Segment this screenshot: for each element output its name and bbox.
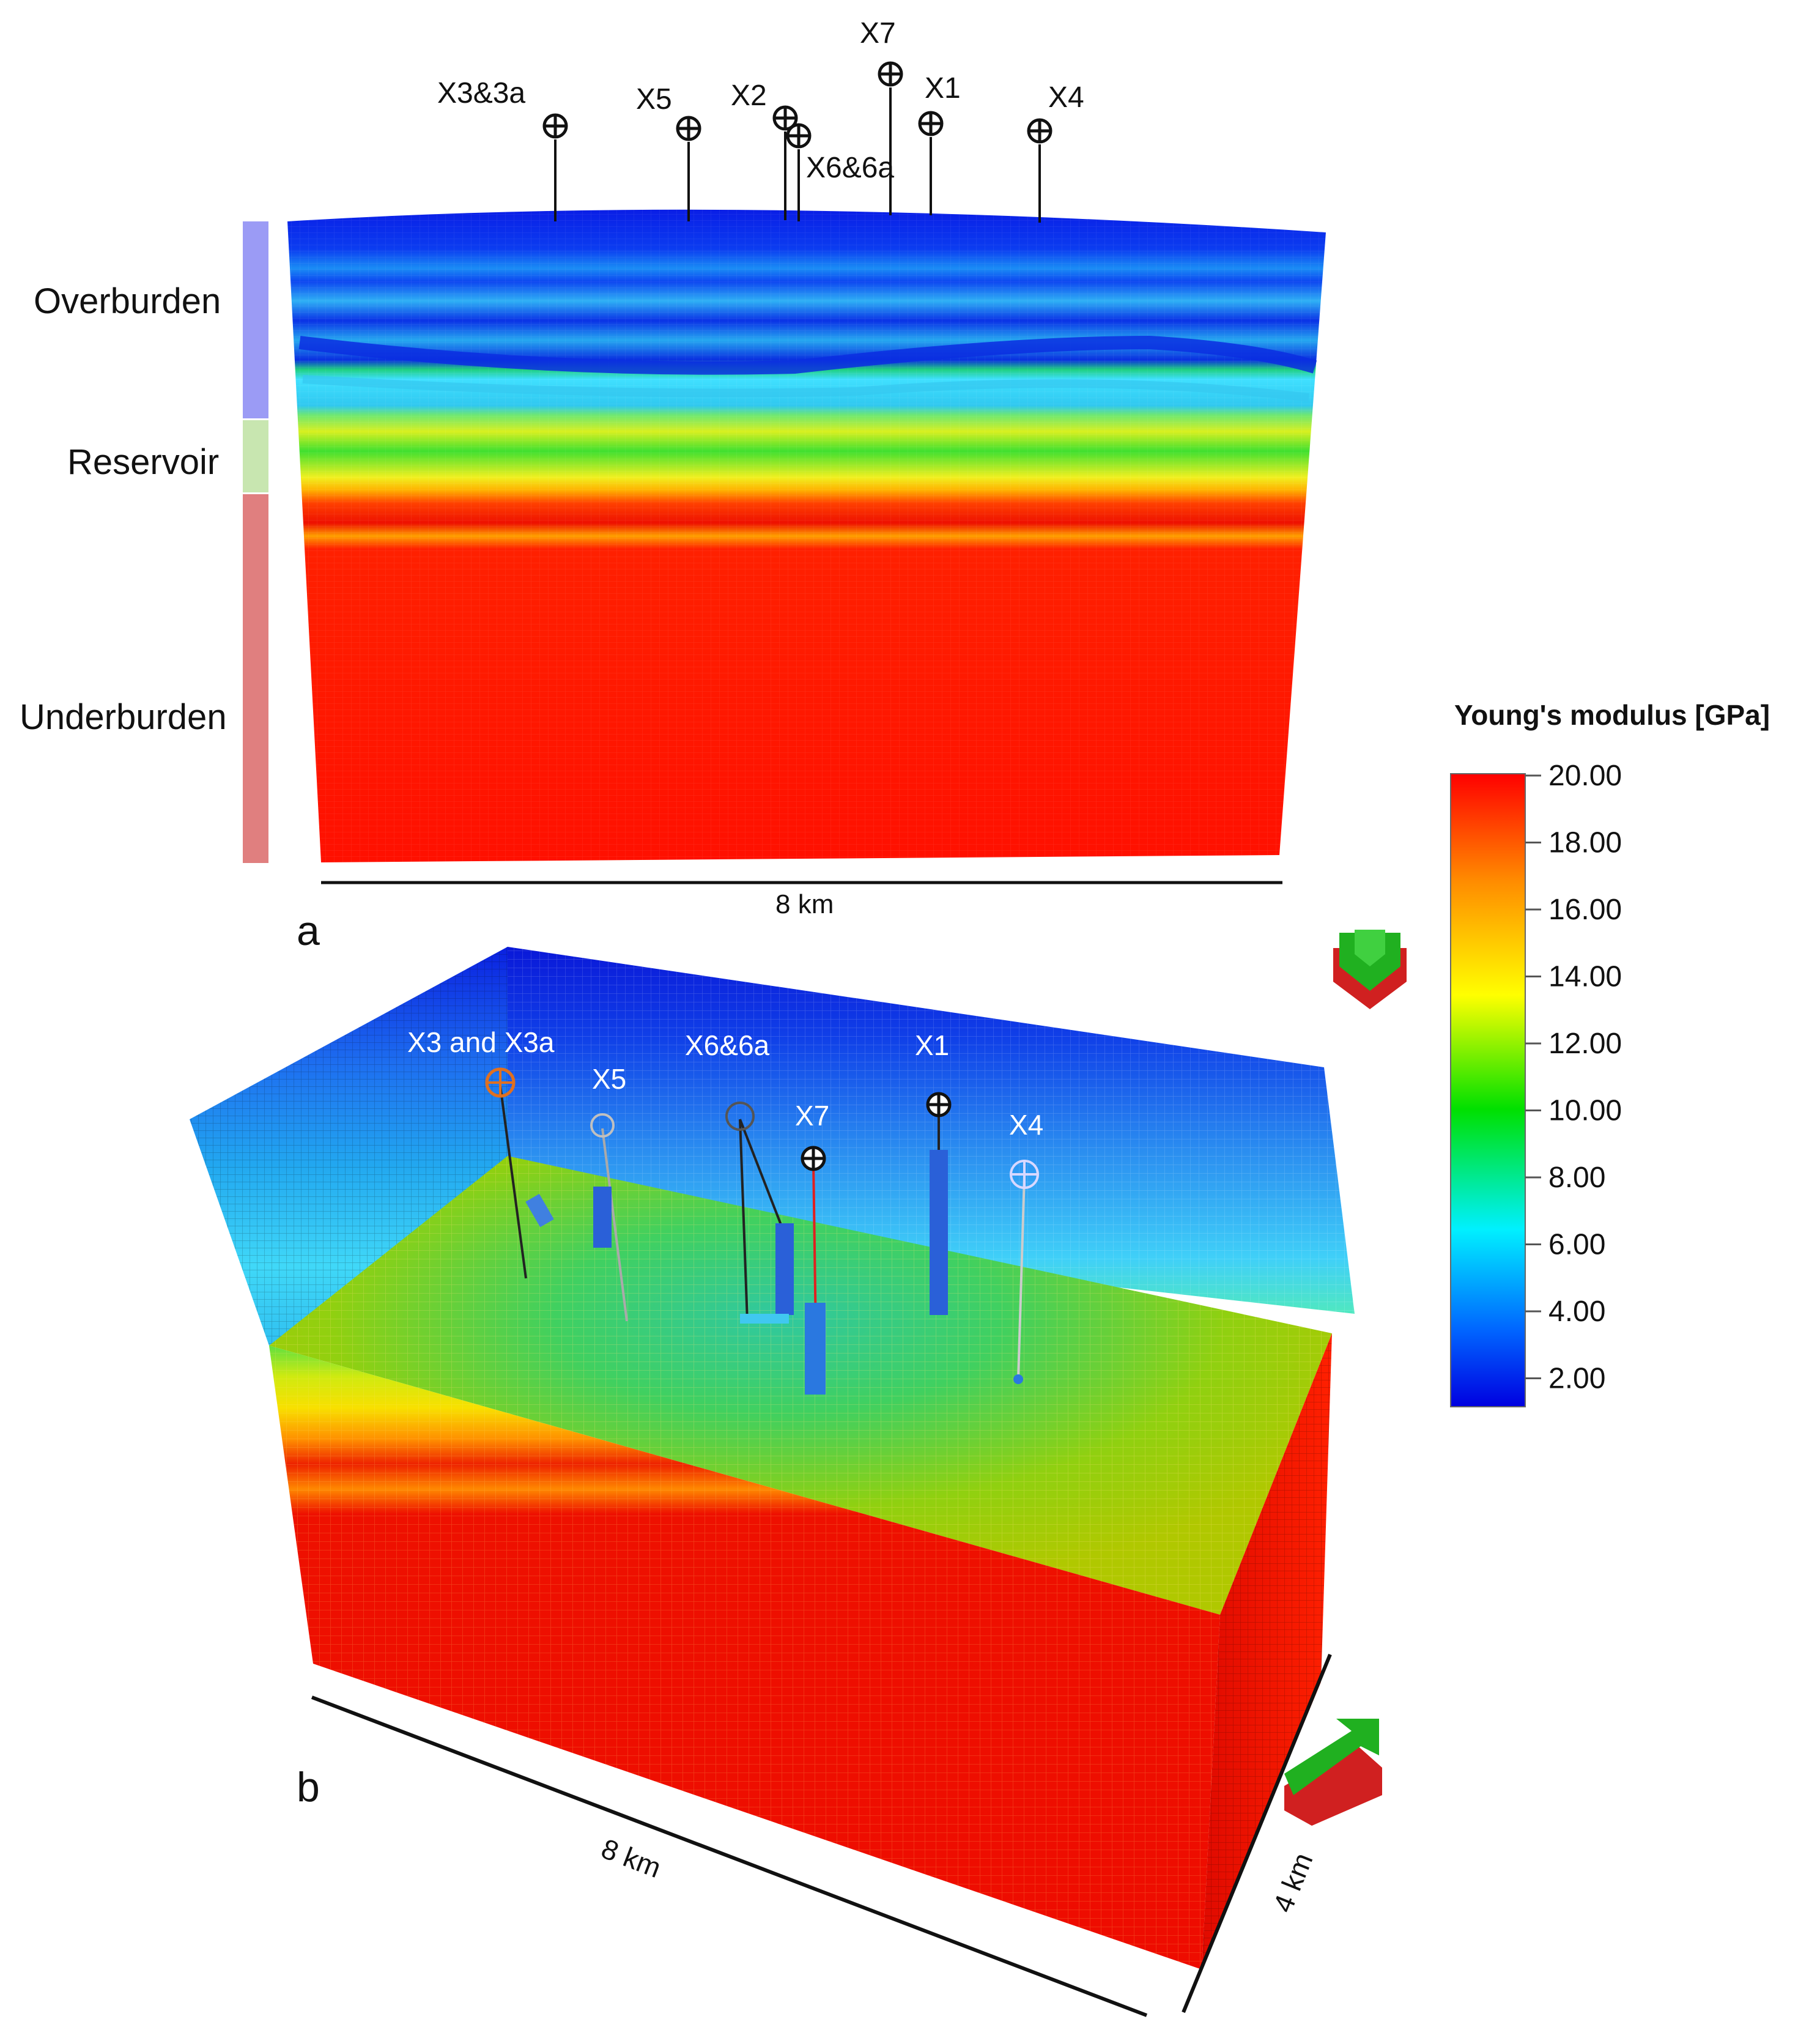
colorbar-tick-label: 12.00 [1548,1028,1622,1060]
width-label: 4 km [1267,1848,1319,1917]
well-x4: X4 [1029,81,1084,223]
panel-b: X3 and X3a X5 X6&6a X7 X1 [190,947,1355,2017]
colorbar-gradient [1450,773,1526,1407]
well-b-x6-6a: X6&6a [685,1029,794,1324]
well-b-x5: X5 [590,1063,628,1322]
colorbar-tick-label: 4.00 [1548,1295,1605,1328]
wellhead-icon [928,1094,950,1116]
well-label: X4 [1009,1109,1043,1141]
well-x6-6a: X6&6a [788,125,894,221]
overburden-bar [243,221,268,418]
length-dimension-line [311,1695,1148,2017]
well-label: X6&6a [685,1029,770,1061]
colorbar-tick-label: 16.00 [1548,894,1622,926]
wellhead-icon [802,1147,824,1169]
well-x2: X2 [731,80,796,220]
colorbar-tick-label: 6.00 [1548,1229,1605,1261]
orientation-arrow-icon [1333,930,1407,1009]
zone-label-underburden: Underburden [20,697,227,737]
well-label: X7 [860,17,896,50]
panel-label-a: a [297,908,320,954]
well-label: X3 and X3a [407,1026,555,1058]
well-label: X5 [592,1063,626,1095]
wellhead-icon [788,125,810,147]
length-label: 8 km [597,1832,665,1884]
zone-label-reservoir: Reservoir [67,442,219,482]
width-dimension-line [1182,1653,1332,2013]
colorbar-tick-label: 10.00 [1548,1095,1622,1127]
colorbar-tick-label: 20.00 [1548,760,1622,792]
wellhead-icon [920,113,942,135]
well-x7: X7 [860,17,901,215]
zone-label-overburden: Overburden [34,281,221,321]
wellhead-icon [1029,120,1051,142]
well-label: X1 [915,1029,949,1061]
well-x5: X5 [636,83,700,221]
panel-a: Overburden Reservoir Underburden 8 km a … [20,17,1326,954]
well-x3-3a: X3&3a [437,77,566,221]
well-b-x3-x3a: X3 and X3a [407,1026,555,1279]
colorbar-tick-label: 8.00 [1548,1161,1605,1194]
colorbar-title: Young's modulus [GPa] [1454,699,1770,731]
well-x1: X1 [920,72,961,215]
well-label: X1 [925,72,961,105]
well-label: X2 [731,80,767,112]
wellhead-icon [544,115,566,137]
wellhead-icon [678,117,700,139]
colorbar-ticks: 20.00 18.00 16.00 14.00 12.00 10.00 8.00 6.00 4.… [1525,760,1622,1395]
view-direction-arrow-icon [1284,1719,1382,1826]
well-label: X7 [795,1100,829,1132]
colorbar-tick-label: 18.00 [1548,827,1622,859]
well-label: X4 [1048,81,1084,114]
well-label: X3&3a [437,77,525,109]
well-b-x1: X1 [915,1029,950,1315]
colorbar: Young's modulus [GPa] 20.00 18.00 16.00 14.… [1450,699,1770,1407]
colorbar-tick-label: 14.00 [1548,961,1622,993]
well-b-x4: X4 [1009,1109,1043,1384]
scale-label-a: 8 km [775,889,834,919]
underburden-bar [243,494,268,863]
well-b-x7: X7 [795,1100,829,1395]
well-label: X6&6a [806,152,894,184]
wellhead-icon [879,63,901,85]
reservoir-bar [243,420,268,492]
panel-label-b: b [297,1764,320,1810]
colorbar-tick-label: 2.00 [1548,1363,1605,1395]
well-label: X5 [636,83,672,116]
